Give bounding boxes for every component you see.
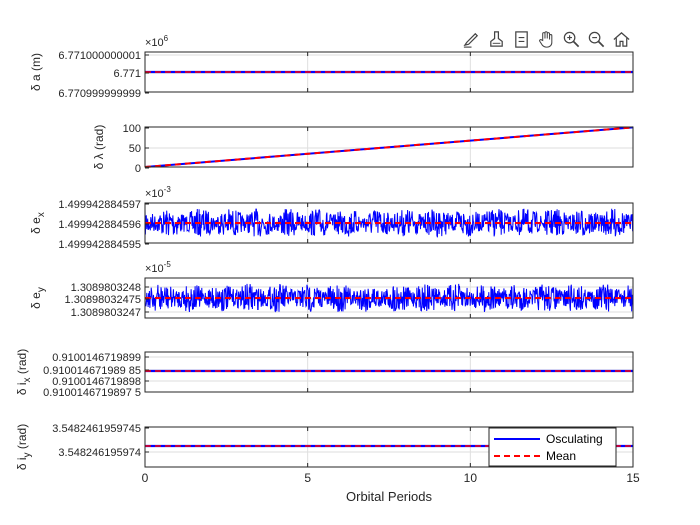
y-tick-label: 6.771 (113, 68, 141, 80)
axes-box (144, 51, 634, 93)
y-axis-label: δ ix (rad) (15, 349, 33, 395)
zoom-in-icon[interactable] (560, 28, 582, 50)
axes-box (144, 126, 634, 168)
axis-exponent: ×106 (145, 34, 169, 49)
axes-box (144, 426, 634, 468)
y-tick-label: 50 (129, 143, 141, 155)
axes-box (144, 351, 634, 393)
data-cursor-icon[interactable] (485, 28, 507, 50)
legend[interactable]: Osculating Mean (488, 427, 617, 467)
y-tick-label: 3.5482461959745 (52, 423, 141, 435)
y-tick-label: 0.910014671989 85 (43, 365, 141, 377)
y-tick-label: 1.499942884595 (58, 239, 141, 251)
y-tick-label: 1.499942884597 (58, 199, 141, 211)
x-tick-label: 15 (626, 471, 640, 485)
y-tick-label: 0.9100146719899 (52, 352, 141, 364)
y-tick-label: 0.9100146719898 (52, 376, 141, 388)
pan-hand-icon[interactable] (535, 28, 557, 50)
y-axis-label: δ ex (29, 212, 47, 234)
subplot-dlambda: 100 50 0 δ λ (rad) (92, 123, 634, 175)
x-axis-label: Orbital Periods (346, 489, 432, 504)
home-icon[interactable] (610, 28, 632, 50)
subplot-dex: 1.499942884597 1.499942884596 1.4999428845… (29, 185, 634, 251)
y-tick-label: 1.30898032475 (65, 294, 141, 306)
legend-icon[interactable] (510, 28, 532, 50)
legend-label-osculating: Osculating (546, 432, 603, 446)
legend-box (488, 427, 617, 467)
legend-label-mean: Mean (546, 449, 576, 463)
mean-line (144, 126, 634, 168)
x-tick-label: 0 (142, 471, 149, 485)
y-tick-label: 0 (135, 163, 141, 175)
y-tick-label: 1.3089803248 (71, 282, 141, 294)
axes-box (144, 277, 634, 319)
y-tick-label: 100 (123, 123, 141, 135)
axis-exponent: ×10-3 (145, 185, 171, 200)
subplot-diy: 3.5482461959745 3.548246195974 δ iy (rad) 0… (15, 423, 640, 504)
figure-toolbar (460, 28, 632, 50)
x-tick-label: 5 (304, 471, 311, 485)
y-tick-label: 6.770999999999 (58, 88, 141, 100)
zoom-out-icon[interactable] (585, 28, 607, 50)
y-tick-label: 6.771000000001 (58, 50, 141, 62)
y-axis-label: δ iy (rad) (15, 424, 33, 470)
y-axis-label: δ ey (29, 287, 47, 309)
y-axis-label: δ λ (rad) (92, 125, 106, 170)
brush-edit-icon[interactable] (460, 28, 482, 50)
y-tick-label: 1.3089803247 (71, 307, 141, 319)
x-tick-label: 10 (464, 471, 478, 485)
y-tick-label: 3.548246195974 (58, 447, 141, 459)
axes-box (144, 202, 634, 244)
y-tick-label: 0.9100146719897 5 (43, 387, 141, 399)
y-tick-label: 1.499942884596 (58, 219, 141, 231)
subplot-da: 6.771000000001 6.771 6.770999999999 ×106 δ a… (29, 34, 634, 100)
y-axis-label: δ a (m) (29, 53, 43, 91)
axis-exponent: ×10-5 (145, 260, 171, 275)
